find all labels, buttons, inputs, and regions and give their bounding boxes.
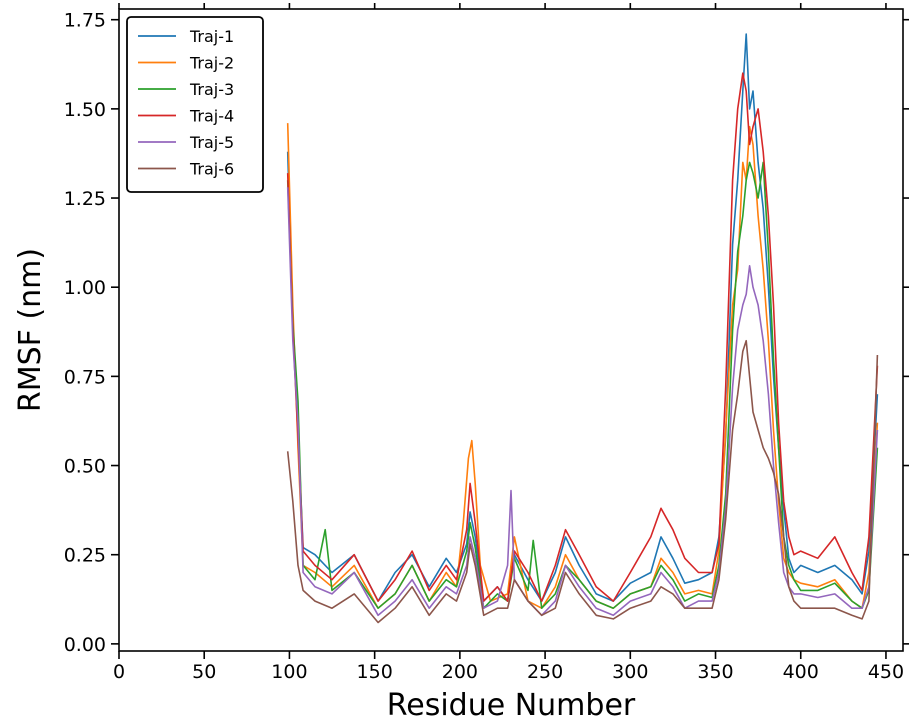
legend: Traj-1 Traj-2 Traj-3 Traj-4 Traj-5 Traj-6 bbox=[126, 16, 264, 193]
y-tick-label: 1.50 bbox=[64, 99, 106, 121]
legend-label: Traj-3 bbox=[189, 80, 234, 99]
series-line-4 bbox=[286, 72, 879, 602]
legend-label: Traj-1 bbox=[189, 27, 234, 46]
y-tick-label: 0.00 bbox=[64, 634, 106, 656]
y-tick-label: 0.75 bbox=[64, 366, 106, 388]
x-tick-label: 150 bbox=[357, 661, 393, 683]
y-tick-label: 1.75 bbox=[64, 10, 106, 32]
plot-frame bbox=[118, 8, 904, 652]
legend-label: Traj-6 bbox=[189, 160, 234, 179]
y-axis-title: RMSF (nm) bbox=[13, 248, 48, 412]
y-tick-label: 0.50 bbox=[64, 456, 106, 478]
x-tick-label: 200 bbox=[442, 661, 478, 683]
x-tick-label: 350 bbox=[697, 661, 733, 683]
x-tick-label: 50 bbox=[192, 661, 216, 683]
x-tick-label: 0 bbox=[113, 661, 125, 683]
x-tick-label: 100 bbox=[271, 661, 307, 683]
ticks-layer: 0 50 100 150 200 250 300 350 400 450 0.00 0.25 0.50 0… bbox=[64, 3, 909, 683]
x-tick-label: 300 bbox=[612, 661, 648, 683]
y-tick-label: 0.25 bbox=[64, 545, 106, 567]
x-tick-label: 450 bbox=[868, 661, 904, 683]
legend-label: Traj-5 bbox=[189, 133, 234, 152]
x-axis-title: Residue Number bbox=[387, 688, 636, 723]
series-line-5 bbox=[286, 187, 879, 617]
legend-label: Traj-2 bbox=[189, 54, 234, 73]
series-line-6 bbox=[286, 339, 879, 624]
series-line-1 bbox=[286, 33, 879, 602]
x-tick-label: 400 bbox=[783, 661, 819, 683]
series-line-3 bbox=[286, 161, 879, 609]
y-tick-label: 1.00 bbox=[64, 277, 106, 299]
legend-label: Traj-4 bbox=[189, 107, 234, 126]
y-tick-label: 1.25 bbox=[64, 188, 106, 210]
legend-box bbox=[126, 16, 264, 193]
x-tick-label: 250 bbox=[527, 661, 563, 683]
series-layer bbox=[286, 33, 879, 624]
